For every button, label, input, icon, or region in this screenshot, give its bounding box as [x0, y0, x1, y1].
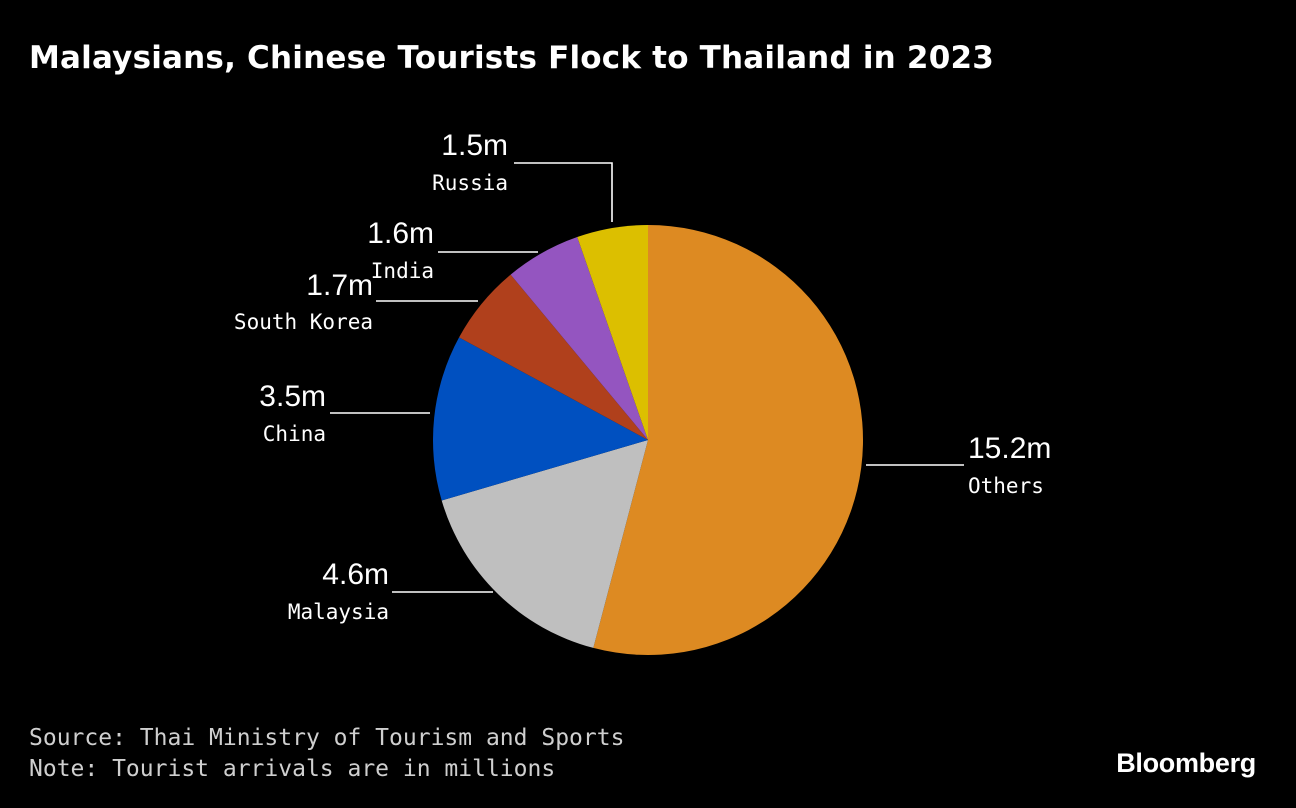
leader-lines: [330, 162, 964, 593]
category-label-russia: Russia: [432, 171, 508, 195]
value-label-others: 15.2m: [968, 432, 1051, 465]
value-label-south-korea: 1.7m: [306, 269, 373, 302]
pie-slice-china: [432, 337, 648, 501]
value-label-india: 1.6m: [367, 217, 434, 250]
category-label-malaysia: Malaysia: [288, 600, 389, 624]
pie-slice-malaysia: [441, 440, 648, 648]
pie-slice-others: [593, 225, 864, 655]
pie-slices: [432, 225, 864, 655]
category-label-india: India: [371, 259, 434, 283]
value-label-china: 3.5m: [259, 380, 326, 413]
units-note: Note: Tourist arrivals are in millions: [29, 756, 556, 782]
category-label-south-korea: South Korea: [234, 310, 373, 334]
chart-title: Malaysians, Chinese Tourists Flock to Th…: [29, 40, 995, 76]
leader-line-russia: [514, 162, 613, 222]
pie-slice-south-korea: [459, 274, 648, 440]
source-note: Source: Thai Ministry of Tourism and Spo…: [29, 725, 625, 751]
value-label-russia: 1.5m: [441, 129, 508, 162]
bloomberg-logo: Bloomberg: [1116, 748, 1256, 778]
category-label-china: China: [263, 422, 326, 446]
slice-labels: 15.2m Others 4.6m Malaysia 3.5m China 1.7m Sout…: [234, 129, 1051, 624]
pie-slice-india: [510, 236, 648, 440]
category-label-others: Others: [968, 474, 1044, 498]
pie-slice-russia: [577, 225, 648, 440]
value-label-malaysia: 4.6m: [322, 558, 389, 591]
